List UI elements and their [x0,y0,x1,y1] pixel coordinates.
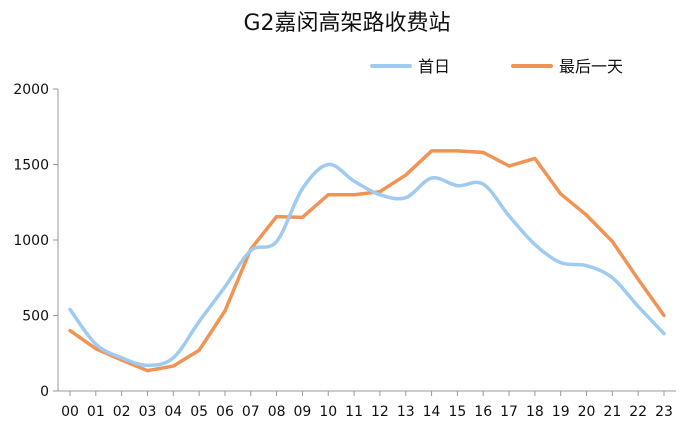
series-line-last-day [68,149,666,373]
x-tick-label: 13 [397,404,415,420]
x-tick-label: 01 [87,404,105,420]
legend-label: 首日 [418,57,450,76]
x-tick-label: 03 [139,404,157,420]
x-tick-label: 17 [500,404,518,420]
x-tick-label: 10 [319,404,337,420]
axes: 0 500 1000 1500 2000 00 01 02 03 04 05 06 07 08 09 10 11… [13,82,676,420]
x-tick-label: 11 [345,404,363,420]
x-tick-label: 05 [190,404,208,420]
x-tick-label: 08 [268,404,286,420]
y-tick-label: 1500 [13,158,49,174]
x-tick-label: 07 [242,404,260,420]
legend-item: 最后一天 [511,57,623,76]
x-tick-label: 16 [474,404,492,420]
series-line-first-day [68,162,666,368]
y-tick-label: 1000 [13,233,49,249]
x-tick-label: 06 [216,404,234,420]
chart-title: G2嘉闵高架路收费站 [243,11,450,36]
y-tick-label: 2000 [13,82,49,98]
x-tick-label: 23 [655,404,673,420]
x-tick-label: 09 [294,404,312,420]
x-tick-label: 15 [448,404,466,420]
series-layer [68,149,666,373]
y-tick-label: 0 [40,384,49,400]
x-tick-label: 04 [164,404,182,420]
legend-label: 最后一天 [559,57,623,76]
x-tick-label: 02 [113,404,131,420]
x-tick-label: 18 [526,404,544,420]
x-tick-label: 00 [61,404,79,420]
x-tick-label: 14 [423,404,441,420]
x-tick-label: 12 [371,404,389,420]
x-tick-label: 20 [578,404,596,420]
legend: 首日 最后一天 [370,57,623,76]
legend-item: 首日 [370,57,450,76]
y-tick-label: 500 [22,309,49,325]
x-tick-label: 19 [552,404,570,420]
x-tick-label: 22 [629,404,647,420]
x-tick-label: 21 [603,404,621,420]
